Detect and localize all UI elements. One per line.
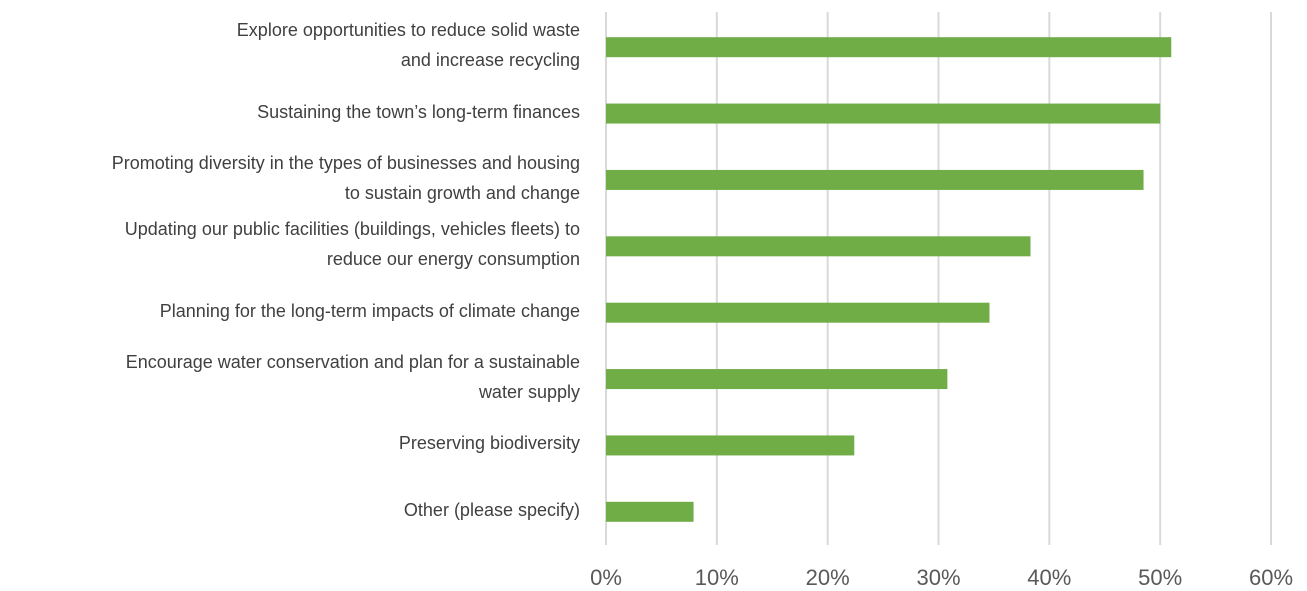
x-tick-label: 30% xyxy=(916,565,960,590)
x-tick-label: 40% xyxy=(1027,565,1071,590)
category-label: Other (please specify) xyxy=(403,499,580,520)
bar xyxy=(606,169,1144,190)
bar xyxy=(606,103,1161,124)
category-label: Encourage water conservation and plan fo… xyxy=(125,352,580,403)
bar xyxy=(606,236,1031,257)
x-tick-label: 50% xyxy=(1138,565,1182,590)
bar xyxy=(606,369,948,390)
x-tick-label: 0% xyxy=(590,565,622,590)
x-tick-label: 10% xyxy=(695,565,739,590)
bar xyxy=(606,302,990,323)
category-label: Explore opportunities to reduce solid wa… xyxy=(236,20,580,71)
bar xyxy=(606,435,855,456)
category-label: Promoting diversity in the types of busi… xyxy=(111,152,580,203)
x-tick-label: 20% xyxy=(806,565,850,590)
category-label: Updating our public facilities (building… xyxy=(124,219,580,270)
bar xyxy=(606,37,1172,58)
category-label: Planning for the long-term impacts of cl… xyxy=(159,300,580,321)
category-label: Preserving biodiversity xyxy=(398,433,580,454)
x-tick-label: 60% xyxy=(1249,565,1293,590)
bar xyxy=(606,501,694,522)
category-label: Sustaining the town’s long-term finances xyxy=(257,101,580,122)
